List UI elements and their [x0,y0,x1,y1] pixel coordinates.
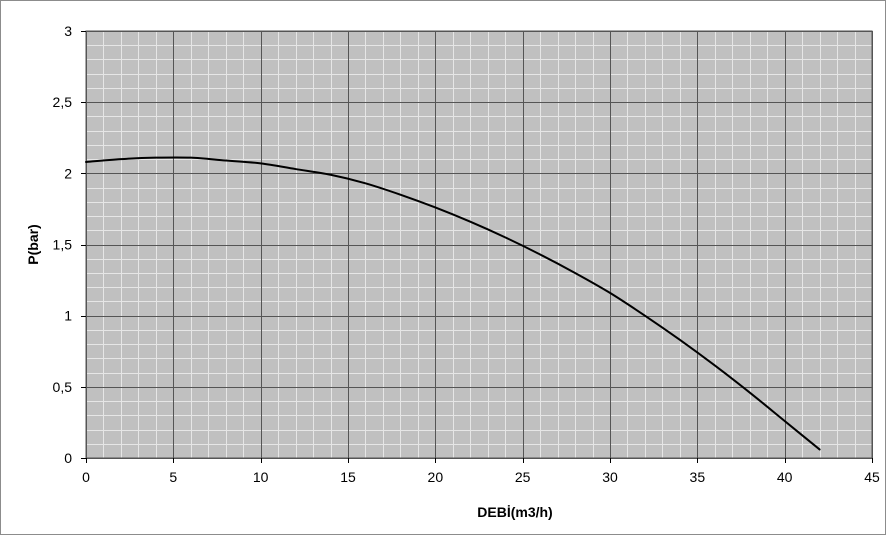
pressure-curve [85,156,821,451]
plot-border [85,30,873,459]
x-tick-label: 0 [82,469,90,485]
y-axis-title: P(bar) [25,224,41,264]
x-tick-label: 20 [428,469,444,485]
x-tick-label: 10 [253,469,269,485]
x-tick-label: 35 [690,469,706,485]
x-tick-label: 15 [340,469,356,485]
y-tick-label: 1 [64,308,72,324]
x-tick-label: 25 [515,469,531,485]
x-tick-label: 40 [777,469,793,485]
x-tick-label: 45 [864,469,880,485]
x-tick-label: 5 [169,469,177,485]
x-tick-labels: 0 5 10 15 20 25 30 35 40 45 [82,469,880,485]
y-tick-label: 0 [64,450,72,466]
y-tick-label: 1,5 [53,237,73,253]
y-tick-labels: 0 0,5 1 1,5 2 2,5 3 [53,23,73,466]
y-tick-label: 3 [64,23,72,39]
y-tick-label: 2 [64,165,72,181]
plot-area [86,31,872,458]
x-tick-label: 30 [602,469,618,485]
y-tick-label: 2,5 [53,94,73,110]
y-tick-label: 0,5 [53,379,73,395]
axis-ticks [81,31,873,463]
x-axis-title: DEBİ(m3/h) [477,504,552,520]
